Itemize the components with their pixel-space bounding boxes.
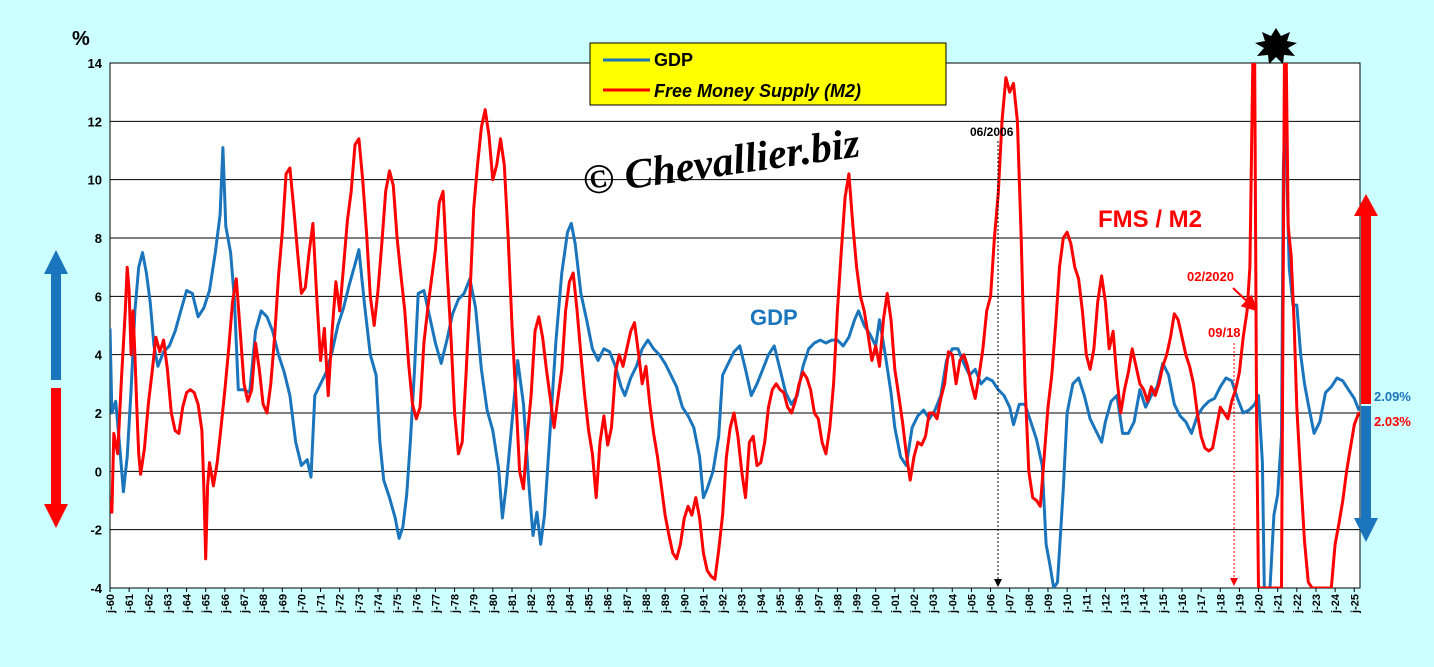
- x-tick-label: j-03: [928, 594, 940, 614]
- x-tick-label: j-91: [698, 594, 710, 614]
- marker-2018-label: 09/18: [1208, 325, 1241, 340]
- y-tick-label: 6: [95, 289, 102, 304]
- x-tick-label: j-94: [756, 593, 768, 614]
- gdp-inline-label: GDP: [750, 305, 798, 330]
- x-axis-ticks: j-60 j-61 j-62 j-63 j-64 j-65 j-66 j-67 j-68 j-69…: [105, 588, 1361, 614]
- x-tick-label: j-06: [986, 594, 998, 614]
- x-tick-label: j-69: [277, 594, 289, 614]
- x-tick-label: j-60: [105, 594, 117, 614]
- x-tick-label: j-08: [1024, 594, 1036, 614]
- legend-label-fms: Free Money Supply (M2): [654, 81, 861, 101]
- y-tick-label: -2: [90, 523, 102, 538]
- x-tick-label: j-07: [1005, 594, 1017, 614]
- x-tick-label: j-15: [1158, 594, 1170, 614]
- x-tick-label: j-84: [564, 593, 576, 614]
- fms-inline-label: FMS / M2: [1098, 206, 1202, 233]
- x-tick-label: j-24: [1330, 593, 1342, 614]
- x-tick-label: j-21: [1273, 594, 1285, 614]
- x-tick-label: j-67: [239, 594, 251, 614]
- y-tick-label: 0: [95, 464, 102, 479]
- x-tick-label: j-71: [316, 594, 328, 614]
- left-blue-up-arrow: [44, 250, 68, 380]
- y-tick-label: 8: [95, 231, 102, 246]
- x-tick-label: j-90: [679, 594, 691, 614]
- x-tick-label: j-01: [890, 594, 902, 614]
- y-tick-label: 2: [95, 406, 102, 421]
- gdp-last-value: 2.09%: [1374, 389, 1411, 404]
- fms-last-value: 2.03%: [1374, 414, 1411, 429]
- x-tick-label: j-63: [162, 594, 174, 614]
- x-tick-label: j-88: [641, 594, 653, 614]
- x-tick-label: j-97: [813, 594, 825, 614]
- x-tick-label: j-82: [526, 594, 538, 614]
- y-tick-label: 12: [88, 114, 102, 129]
- y-unit-label: %: [72, 28, 90, 50]
- x-tick-label: j-68: [258, 594, 270, 614]
- legend-box: [589, 42, 947, 106]
- x-tick-label: j-74: [373, 593, 385, 614]
- x-tick-label: j-78: [450, 594, 462, 614]
- y-tick-label: 14: [88, 56, 103, 71]
- marker-2020-label: 02/2020: [1187, 269, 1234, 284]
- x-tick-label: j-80: [488, 594, 500, 614]
- x-tick-label: j-76: [411, 594, 423, 614]
- x-tick-label: j-23: [1311, 594, 1323, 614]
- x-tick-label: j-75: [392, 594, 404, 614]
- x-tick-label: j-72: [335, 594, 347, 614]
- x-tick-label: j-92: [718, 594, 730, 614]
- x-tick-label: j-87: [622, 594, 634, 614]
- x-tick-label: j-11: [1081, 594, 1093, 613]
- x-tick-label: j-61: [124, 594, 136, 614]
- legend: GDP Free Money Supply (M2): [589, 42, 947, 106]
- x-tick-label: j-98: [832, 594, 844, 614]
- right-red-up-arrow: [1354, 194, 1378, 404]
- explosion-icon: [1255, 28, 1297, 64]
- x-tick-label: j-13: [1120, 594, 1132, 614]
- x-tick-label: j-09: [1043, 594, 1055, 614]
- x-tick-label: j-73: [354, 594, 366, 614]
- x-tick-label: j-14: [1139, 593, 1151, 614]
- x-tick-label: j-10: [1062, 594, 1074, 614]
- x-tick-label: j-79: [469, 594, 481, 614]
- x-tick-label: j-12: [1100, 594, 1112, 614]
- x-tick-label: j-05: [966, 594, 978, 614]
- x-tick-label: j-17: [1196, 594, 1208, 614]
- x-tick-label: j-81: [507, 594, 519, 614]
- x-tick-label: j-65: [201, 594, 213, 614]
- y-tick-label: -4: [90, 581, 102, 596]
- x-tick-label: j-18: [1215, 594, 1227, 614]
- x-tick-label: j-66: [220, 594, 232, 614]
- x-tick-label: j-19: [1234, 594, 1246, 614]
- legend-label-gdp: GDP: [654, 50, 693, 70]
- x-tick-label: j-70: [296, 594, 308, 614]
- x-tick-label: j-77: [430, 594, 442, 614]
- x-tick-label: j-64: [182, 593, 194, 614]
- x-tick-label: j-62: [143, 594, 155, 614]
- x-tick-label: j-86: [603, 594, 615, 614]
- x-tick-label: j-25: [1349, 594, 1361, 614]
- series-line-fms: [110, 63, 1360, 588]
- right-blue-down-arrow: [1354, 406, 1378, 542]
- x-tick-label: j-16: [1177, 594, 1189, 614]
- marker-2020-arrow: [1232, 287, 1258, 312]
- x-tick-label: j-95: [775, 594, 787, 614]
- x-tick-label: j-99: [852, 594, 864, 614]
- x-tick-label: j-85: [584, 594, 596, 614]
- x-tick-label: j-20: [1254, 594, 1266, 614]
- y-tick-label: 4: [95, 348, 103, 363]
- x-tick-label: j-00: [871, 594, 883, 614]
- y-axis-ticks: -4 -2 0 2 4 6 8 10 12 14: [88, 56, 103, 596]
- x-tick-label: j-02: [909, 594, 921, 614]
- left-red-down-arrow: [44, 388, 68, 528]
- y-tick-label: 10: [88, 173, 102, 188]
- x-tick-label: j-89: [660, 594, 672, 614]
- grid-lines: [110, 62, 1360, 589]
- x-tick-label: j-96: [794, 594, 806, 614]
- x-tick-label: j-04: [947, 593, 959, 614]
- x-tick-label: j-93: [737, 594, 749, 614]
- marker-2006-label: 06/2006: [970, 125, 1014, 139]
- x-tick-label: j-22: [1292, 594, 1304, 614]
- x-tick-label: j-83: [545, 594, 557, 614]
